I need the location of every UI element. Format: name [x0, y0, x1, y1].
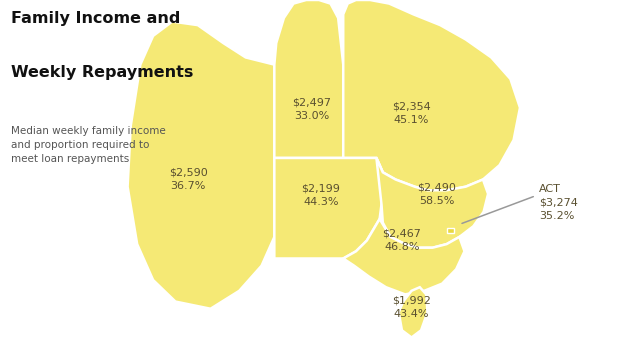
Text: Median weekly family income
and proportion required to
meet loan repayments: Median weekly family income and proporti…: [11, 126, 167, 164]
Polygon shape: [447, 228, 454, 233]
Text: $2,590
36.7%: $2,590 36.7%: [169, 168, 207, 191]
Text: $2,467
46.8%: $2,467 46.8%: [383, 229, 421, 252]
Polygon shape: [274, 158, 383, 258]
Text: ACT
$3,274
35.2%: ACT $3,274 35.2%: [539, 184, 578, 222]
Polygon shape: [376, 158, 488, 248]
Text: $2,490
58.5%: $2,490 58.5%: [418, 182, 456, 206]
Polygon shape: [274, 0, 343, 158]
Polygon shape: [343, 219, 464, 294]
Text: $1,992
43.4%: $1,992 43.4%: [392, 295, 431, 319]
Text: Family Income and: Family Income and: [11, 11, 181, 26]
Polygon shape: [128, 22, 274, 309]
Text: Weekly Repayments: Weekly Repayments: [11, 65, 194, 80]
Text: $2,497
33.0%: $2,497 33.0%: [292, 98, 331, 121]
Text: $2,354
45.1%: $2,354 45.1%: [392, 101, 431, 125]
Polygon shape: [399, 287, 427, 337]
Polygon shape: [343, 0, 520, 190]
Text: $2,199
44.3%: $2,199 44.3%: [302, 184, 340, 208]
